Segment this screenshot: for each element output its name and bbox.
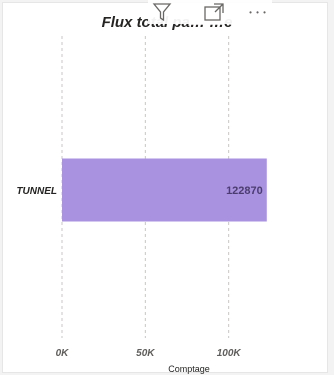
bar[interactable] [62,158,267,222]
y-category-label: TUNNEL [16,186,57,197]
filter-button[interactable] [148,0,176,24]
more-options-icon: • • • [249,7,267,17]
x-axis-title: Comptage [168,364,210,374]
focus-mode-button[interactable] [200,0,228,24]
data-label: 122870 [226,185,263,197]
x-tick-label: 50K [136,348,155,359]
x-tick-label: 0K [56,348,70,359]
filter-icon [152,3,172,22]
more-options-button[interactable]: • • • [244,0,272,24]
focus-mode-icon [204,3,224,21]
x-tick-label: 100K [217,348,242,359]
visual-header-toolbar: • • • [148,0,272,24]
